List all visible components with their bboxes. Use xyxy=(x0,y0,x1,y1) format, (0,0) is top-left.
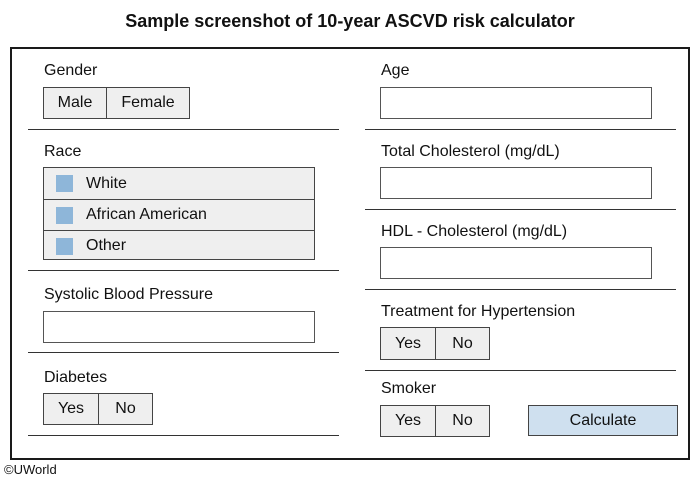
calculate-button[interactable]: Calculate xyxy=(528,405,678,436)
race-list: White African American Other xyxy=(43,167,315,260)
race-checkbox-white[interactable] xyxy=(56,175,73,192)
race-option-african-american[interactable]: African American xyxy=(44,199,314,230)
diabetes-no-button[interactable]: No xyxy=(98,394,152,424)
divider xyxy=(365,209,676,210)
hypertension-no-button[interactable]: No xyxy=(435,328,489,359)
smoker-label: Smoker xyxy=(381,380,437,397)
page-title: Sample screenshot of 10-year ASCVD risk … xyxy=(125,11,575,31)
race-option-other[interactable]: Other xyxy=(44,230,314,261)
race-checkbox-other[interactable] xyxy=(56,237,73,255)
smoker-no-button[interactable]: No xyxy=(435,406,489,436)
divider xyxy=(28,129,339,130)
race-option-label: African American xyxy=(86,206,207,223)
total-cholesterol-label: Total Cholesterol (mg/dL) xyxy=(381,143,560,160)
smoker-toggle: Yes No xyxy=(380,405,490,437)
race-option-white[interactable]: White xyxy=(44,168,314,199)
total-cholesterol-input[interactable] xyxy=(380,167,652,199)
systolic-bp-label: Systolic Blood Pressure xyxy=(44,286,213,303)
hdl-cholesterol-input[interactable] xyxy=(380,247,652,279)
diabetes-yes-button[interactable]: Yes xyxy=(44,394,98,424)
race-checkbox-african-american[interactable] xyxy=(56,206,73,224)
diabetes-label: Diabetes xyxy=(44,369,108,386)
age-label: Age xyxy=(381,62,410,79)
gender-female-button[interactable]: Female xyxy=(106,88,189,118)
gender-toggle: Male Female xyxy=(43,87,190,119)
divider xyxy=(28,352,339,353)
age-input[interactable] xyxy=(380,87,652,119)
race-option-label: White xyxy=(86,174,127,192)
hdl-cholesterol-label: HDL - Cholesterol (mg/dL) xyxy=(381,223,568,240)
copyright-text: ©UWorld xyxy=(4,462,57,477)
gender-male-button[interactable]: Male xyxy=(44,88,106,118)
divider xyxy=(28,270,339,271)
gender-label: Gender xyxy=(44,62,98,79)
race-option-label: Other xyxy=(86,237,127,254)
divider xyxy=(28,435,339,436)
hypertension-yes-button[interactable]: Yes xyxy=(381,328,435,359)
race-label: Race xyxy=(44,143,82,160)
divider xyxy=(365,289,676,290)
divider xyxy=(365,370,676,371)
hypertension-treatment-label: Treatment for Hypertension xyxy=(381,303,576,320)
divider xyxy=(365,129,676,130)
calculator-frame xyxy=(10,47,690,460)
smoker-yes-button[interactable]: Yes xyxy=(381,406,435,436)
hypertension-toggle: Yes No xyxy=(380,327,490,360)
systolic-bp-input[interactable] xyxy=(43,311,315,343)
diabetes-toggle: Yes No xyxy=(43,393,153,425)
